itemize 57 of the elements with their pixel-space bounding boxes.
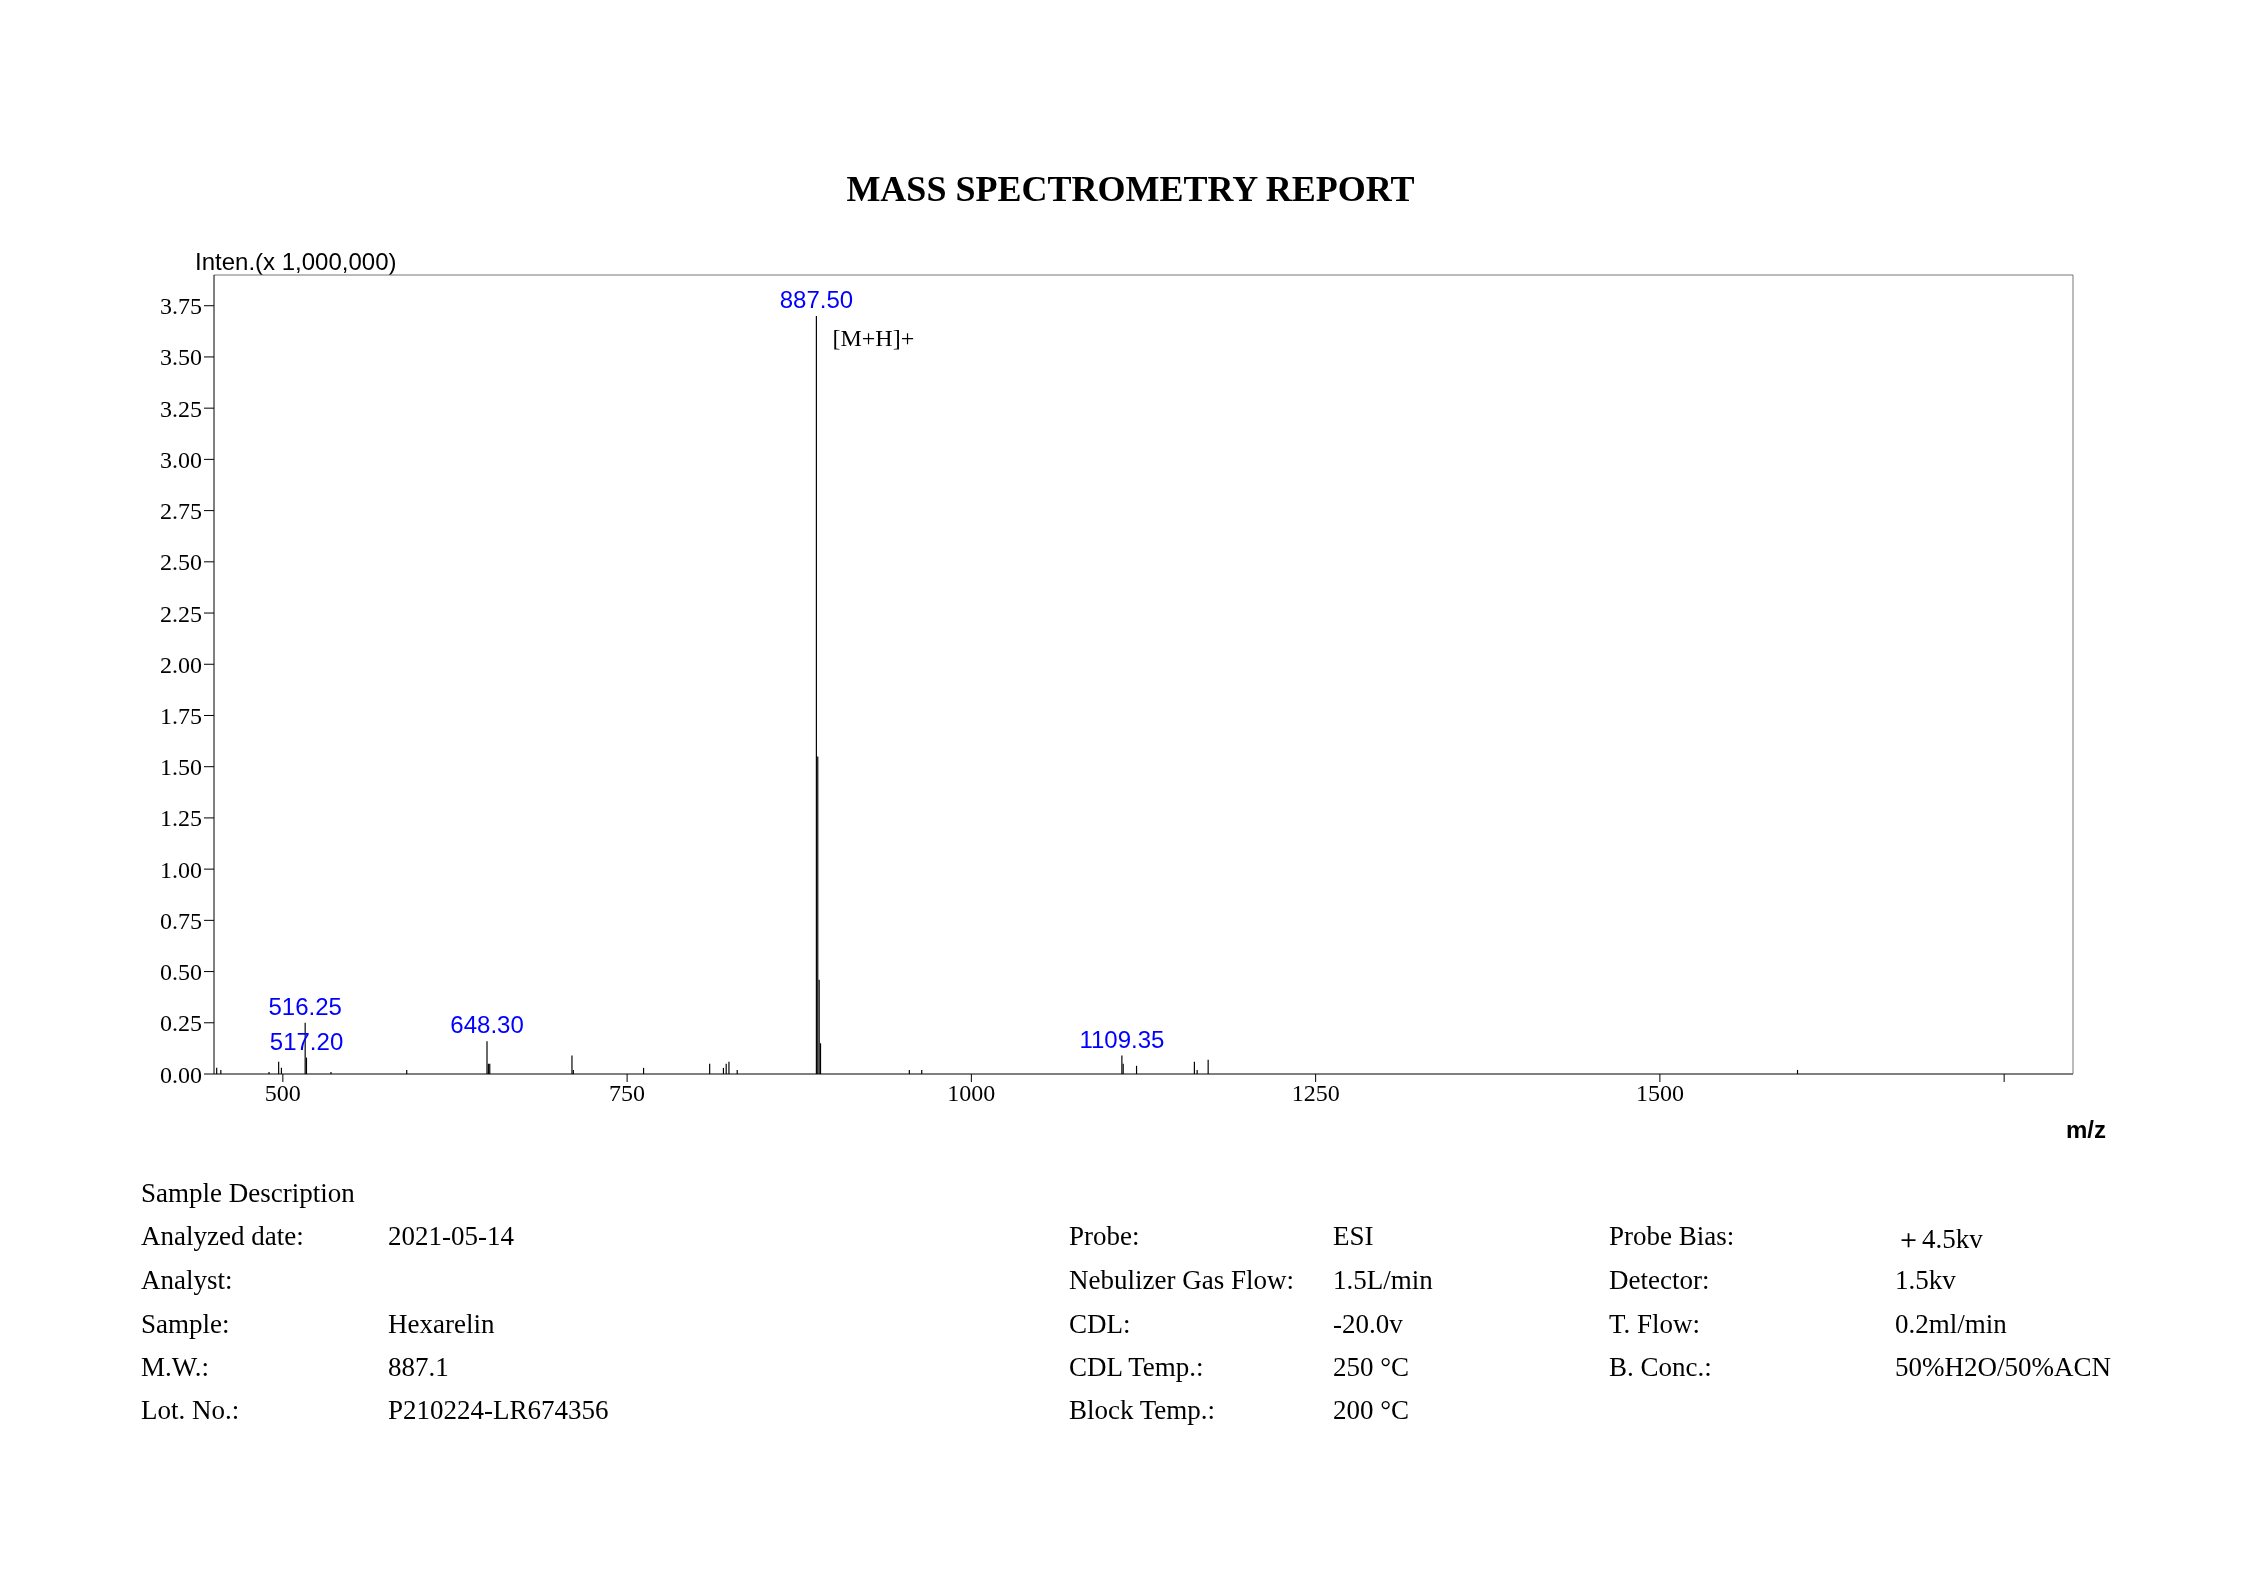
- y-tick-label: 3.25: [160, 395, 202, 422]
- text: B. Conc.:: [1609, 1352, 1712, 1383]
- text: Block Temp.:: [1069, 1395, 1216, 1426]
- text: ESI: [1333, 1221, 1374, 1252]
- annotation: 648.30: [450, 1011, 524, 1039]
- text: Lot. No.:: [141, 1395, 240, 1426]
- y-tick-label: 2.00: [160, 651, 202, 678]
- text: 1.5L/min: [1333, 1265, 1433, 1296]
- text: Analyzed date:: [141, 1221, 304, 1252]
- x-tick-label: 1500: [1635, 1080, 1684, 1107]
- text: Detector:: [1609, 1265, 1710, 1296]
- annotation: 516.25: [268, 992, 342, 1020]
- y-tick-label: 0.75: [160, 907, 202, 934]
- y-tick-label: 0.00: [160, 1061, 202, 1088]
- y-tick-label: 1.50: [160, 754, 202, 781]
- text: T. Flow:: [1609, 1309, 1701, 1340]
- text: M.W.:: [141, 1352, 210, 1383]
- annotation: [M+H]+: [832, 324, 915, 351]
- text: 250 °C: [1333, 1352, 1410, 1383]
- text: ＋4.5kv: [1895, 1223, 1983, 1256]
- x-tick-label: 750: [609, 1080, 646, 1107]
- text: Probe Bias:: [1609, 1221, 1735, 1252]
- text: Sample:: [141, 1309, 230, 1340]
- x-tick-label: 500: [264, 1080, 301, 1107]
- text: P210224-LR674356: [388, 1395, 609, 1426]
- y-tick-label: 3.75: [160, 293, 202, 320]
- y-tick-label: 1.00: [160, 856, 202, 883]
- annotation: 1109.35: [1079, 1025, 1165, 1053]
- text: Hexarelin: [388, 1309, 495, 1340]
- text: 200 °C: [1333, 1395, 1410, 1426]
- chart-title: MASS SPECTROMETRY REPORT: [845, 168, 1416, 210]
- x-tick-label: 1250: [1291, 1080, 1340, 1107]
- y-tick-label: 2.50: [160, 549, 202, 576]
- text: -20.0v: [1333, 1309, 1403, 1340]
- text: 887.1: [388, 1352, 449, 1383]
- y-tick-label: 2.75: [160, 498, 202, 525]
- text: Analyst:: [141, 1265, 233, 1296]
- text: 1.5kv: [1895, 1265, 1956, 1296]
- text: 2021-05-14: [388, 1221, 514, 1252]
- annotation: 887.50: [779, 285, 854, 313]
- y-axis-title: Inten.(x 1,000,000): [195, 248, 397, 276]
- text: 50%H2O/50%ACN: [1895, 1352, 2111, 1383]
- y-tick-label: 2.25: [160, 600, 202, 627]
- x-axis-title: m/z: [2066, 1116, 2107, 1144]
- y-tick-label: 0.50: [160, 959, 202, 986]
- text: Nebulizer Gas Flow:: [1069, 1265, 1294, 1296]
- y-tick-label: 1.75: [160, 702, 202, 729]
- y-tick-label: 3.50: [160, 344, 202, 371]
- text: Probe:: [1069, 1221, 1140, 1252]
- text: 0.2ml/min: [1895, 1309, 2007, 1340]
- text: CDL Temp.:: [1069, 1352, 1204, 1383]
- text: Sample Description: [141, 1178, 355, 1209]
- y-tick-label: 0.25: [160, 1010, 202, 1037]
- x-tick-label: 1000: [947, 1080, 996, 1107]
- y-tick-label: 3.00: [160, 446, 202, 473]
- text: CDL:: [1069, 1309, 1131, 1340]
- y-tick-label: 1.25: [160, 805, 202, 832]
